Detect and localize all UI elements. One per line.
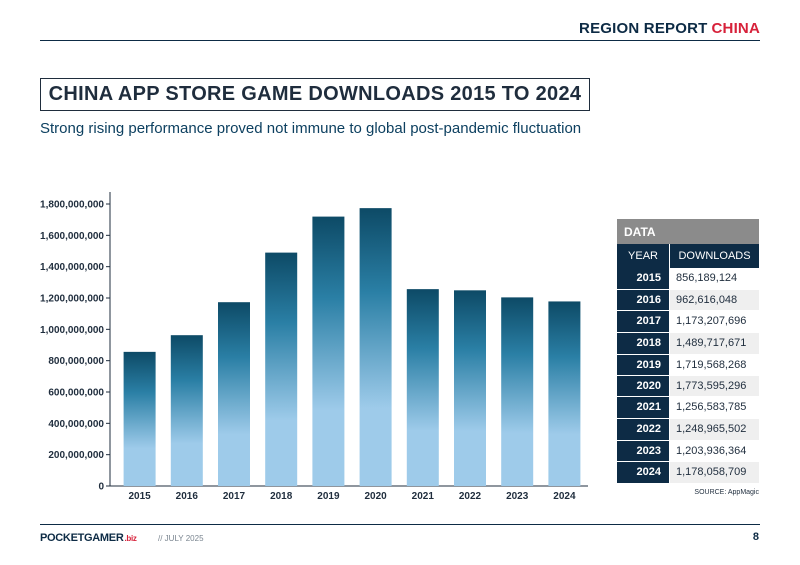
data-table: DATA YEAR DOWNLOADS 2015 856,189,124 2016 9… (617, 219, 759, 484)
table-row: 2016 962,616,048 (617, 289, 759, 311)
table-cell-year: 2022 (617, 418, 670, 441)
table-cell-year: 2016 (617, 289, 670, 311)
table-cell-downloads: 1,203,936,364 (669, 440, 759, 462)
bar-2020 (359, 208, 392, 487)
bar-2019 (312, 216, 345, 487)
y-tick-label: 400,000,000 (48, 419, 104, 430)
chart-title: CHINA APP STORE GAME DOWNLOADS 2015 TO 2… (40, 78, 590, 111)
bar-2021 (406, 289, 439, 486)
x-tick-label: 2024 (553, 491, 576, 502)
table-cell-downloads: 1,248,965,502 (669, 418, 759, 441)
y-tick-label: 200,000,000 (48, 450, 104, 461)
table-cell-downloads: 1,489,717,671 (669, 332, 759, 355)
column-header-downloads: DOWNLOADS (669, 244, 759, 268)
source-note: SOURCE: AppMagic (694, 489, 759, 496)
table-row: 2017 1,173,207,696 (617, 310, 759, 333)
table-row: 2018 1,489,717,671 (617, 332, 759, 355)
table-row: 2020 1,773,595,296 (617, 375, 759, 397)
y-tick-label: 1,000,000,000 (40, 325, 104, 336)
bar-2023 (501, 297, 534, 486)
x-tick-label: 2017 (223, 491, 246, 502)
table-row: 2021 1,256,583,785 (617, 396, 759, 419)
bar-2022 (454, 290, 486, 486)
y-tick-label: 0 (98, 482, 104, 493)
table-cell-downloads: 856,189,124 (669, 268, 759, 290)
bar-2015 (123, 351, 156, 486)
table-cell-year: 2021 (617, 396, 670, 419)
table-row: 2022 1,248,965,502 (617, 418, 759, 441)
table-row: 2015 856,189,124 (617, 268, 759, 290)
table-cell-year: 2023 (617, 440, 670, 462)
header-region: CHINA (711, 20, 760, 37)
table-cell-year: 2020 (617, 375, 670, 397)
table-cell-year: 2024 (617, 461, 670, 484)
table-cell-downloads: 1,178,058,709 (669, 461, 759, 484)
table-cell-year: 2017 (617, 310, 670, 333)
header-title: REGION REPORT (579, 20, 708, 37)
x-tick-label: 2019 (317, 491, 340, 502)
x-tick-label: 2018 (270, 491, 293, 502)
x-tick-label: 2023 (506, 491, 529, 502)
table-cell-downloads: 962,616,048 (669, 289, 759, 311)
table-row: 2024 1,178,058,709 (617, 461, 759, 484)
bar-2016 (170, 335, 203, 486)
header-divider (40, 40, 760, 41)
chart-subtitle: Strong rising performance proved not imm… (40, 120, 582, 137)
table-cell-year: 2018 (617, 332, 670, 355)
y-tick-label: 1,200,000,000 (40, 294, 104, 305)
x-tick-label: 2015 (128, 491, 151, 502)
table-cell-downloads: 1,256,583,785 (669, 396, 759, 419)
column-header-year: YEAR (617, 244, 670, 268)
x-tick-label: 2022 (459, 491, 482, 502)
x-tick-label: 2020 (364, 491, 387, 502)
y-tick-label: 800,000,000 (48, 356, 104, 367)
footer-divider (40, 524, 760, 525)
table-row: 2023 1,203,936,364 (617, 440, 759, 462)
table-header-row: YEAR DOWNLOADS (617, 244, 759, 268)
x-tick-label: 2016 (176, 491, 199, 502)
table-caption: DATA (617, 219, 759, 244)
page-number: 8 (752, 531, 759, 543)
table-cell-downloads: 1,719,568,268 (669, 354, 759, 376)
table-cell-downloads: 1,173,207,696 (669, 310, 759, 333)
bar-2018 (265, 252, 298, 486)
x-tick-label: 2021 (412, 491, 435, 502)
pocketgamer-logo: POCKETGAMER.biz (40, 532, 137, 544)
table-cell-downloads: 1,773,595,296 (669, 375, 759, 397)
y-tick-label: 1,400,000,000 (40, 262, 104, 273)
y-tick-label: 1,800,000,000 (40, 200, 104, 211)
bar-chart: 0 200,000,000 400,000,000 600,000,000 800,00… (40, 192, 588, 502)
table-row: 2019 1,719,568,268 (617, 354, 759, 376)
bar-2024 (548, 301, 581, 486)
table-cell-year: 2015 (617, 268, 670, 290)
report-date: // JULY 2025 (158, 534, 204, 543)
bar-2017 (218, 302, 250, 486)
y-tick-label: 1,600,000,000 (40, 231, 104, 242)
report-header: REGION REPORT CHINA (579, 20, 760, 37)
table-cell-year: 2019 (617, 354, 670, 376)
y-tick-label: 600,000,000 (48, 388, 104, 399)
